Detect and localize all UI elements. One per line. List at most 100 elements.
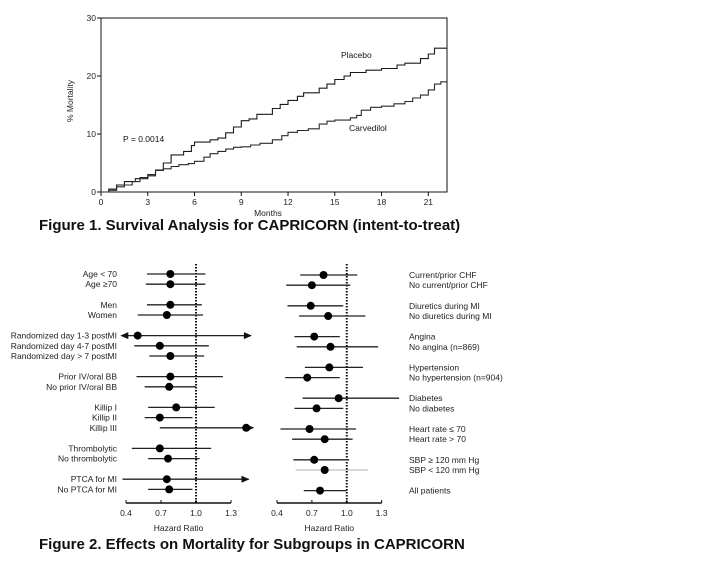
row-label: Killip II <box>92 413 117 423</box>
x-tick-label: 0.4 <box>271 508 283 518</box>
hazard-ratio-point <box>305 425 314 433</box>
row-label: Randomized day > 7 postMI <box>11 351 117 361</box>
row-label: No hypertension (n=904) <box>409 373 503 383</box>
row-label: No prior IV/oral BB <box>46 382 117 392</box>
y-tick-label: 10 <box>87 129 97 139</box>
legend-placebo-label: Placebo <box>341 50 372 60</box>
forest-row: Killip I <box>94 402 215 412</box>
hazard-ratio-point <box>164 454 173 463</box>
forest-row: SBP < 120 mm Hg <box>295 465 480 475</box>
row-label: Angina <box>409 332 436 342</box>
x-axis-label: Hazard Ratio <box>305 523 355 533</box>
hazard-ratio-point <box>320 466 329 474</box>
figure-2-caption: Figure 2. Effects on Mortality for Subgr… <box>39 536 465 553</box>
forest-row: No PTCA for MI <box>57 484 193 494</box>
arrow-right-icon <box>241 475 250 483</box>
hazard-ratio-point <box>165 485 174 494</box>
row-label: Killip III <box>90 423 117 433</box>
forest-row: Thrombolytic <box>68 443 212 453</box>
row-label: SBP ≥ 120 mm Hg <box>409 455 479 465</box>
forest-row: Prior IV/oral BB <box>58 372 223 382</box>
y-axis-label: % Mortality <box>65 79 75 122</box>
forest-row: Diuretics during MI <box>287 301 480 311</box>
forest-row: Randomized day > 7 postMI <box>11 351 205 361</box>
hazard-ratio-point <box>306 301 315 310</box>
row-label: SBP < 120 mm Hg <box>409 465 480 475</box>
forest-row: No diabetes <box>294 403 454 413</box>
row-label: Women <box>88 310 117 320</box>
hazard-ratio-point <box>319 271 328 279</box>
plot-frame <box>100 17 448 193</box>
forest-row: No angina (n=869) <box>296 342 480 352</box>
hazard-ratio-point <box>166 372 175 381</box>
hazard-ratio-point <box>310 332 319 341</box>
forest-row: Killip II <box>92 413 193 423</box>
row-label: No diuretics during MI <box>409 311 492 321</box>
p-value-annotation: P = 0.0014 <box>123 134 164 144</box>
row-label: No PTCA for MI <box>57 484 117 494</box>
x-tick-label: 0.4 <box>120 508 132 518</box>
row-label: Prior IV/oral BB <box>58 372 117 382</box>
x-tick-label: 21 <box>424 197 434 207</box>
hazard-ratio-point <box>166 270 175 278</box>
x-tick-label: 6 <box>192 197 197 207</box>
x-tick-label: 12 <box>283 197 293 207</box>
km-survival-chart: 0 10 20 30 0 3 6 9 12 15 18 21 Months % Mortality P = … <box>65 13 448 218</box>
hazard-ratio-point <box>133 331 142 340</box>
hazard-ratio-point <box>326 342 335 351</box>
row-label: No current/prior CHF <box>409 280 488 290</box>
forest-row: Randomized day 1-3 postMI <box>11 331 252 341</box>
hazard-ratio-point <box>172 403 181 412</box>
forest-row: Men <box>100 300 202 310</box>
hazard-ratio-point <box>162 311 171 319</box>
x-tick-label: 18 <box>377 197 387 207</box>
hazard-ratio-point <box>303 373 312 382</box>
km-curve-placebo <box>101 47 447 193</box>
forest-row: Women <box>88 310 204 320</box>
forest-row: Age < 70 <box>83 269 206 279</box>
x-tick-label: 0 <box>99 197 104 207</box>
row-label: PTCA for MI <box>71 474 117 484</box>
arrow-left-icon <box>120 332 129 340</box>
figure-1-caption: Figure 1. Survival Analysis for CAPRICOR… <box>39 217 461 234</box>
forest-row: No diuretics during MI <box>299 311 492 321</box>
row-label: All patients <box>409 486 451 496</box>
row-label: Randomized day 1-3 postMI <box>11 331 117 341</box>
hazard-ratio-point <box>242 423 251 432</box>
hazard-ratio-point <box>165 382 174 391</box>
row-label: Thrombolytic <box>68 443 117 453</box>
x-axis-label: Hazard Ratio <box>154 523 204 533</box>
hazard-ratio-point <box>155 341 164 350</box>
hazard-ratio-point <box>320 435 329 444</box>
x-tick-label: 15 <box>330 197 340 207</box>
hazard-ratio-point <box>310 455 319 464</box>
forest-row: No thrombolytic <box>58 454 200 464</box>
hazard-ratio-point <box>155 413 164 422</box>
arrow-right-icon <box>243 332 252 340</box>
hazard-ratio-point <box>307 281 316 290</box>
hazard-ratio-point <box>166 280 175 289</box>
y-tick-label: 30 <box>87 13 97 23</box>
forest-row: No current/prior CHF <box>286 280 488 290</box>
row-label: Men <box>100 300 117 310</box>
row-label: Killip I <box>94 402 117 412</box>
row-label: Randomized day 4-7 postMI <box>11 341 117 351</box>
forest-row: Hypertension <box>304 362 459 372</box>
forest-row: Diabetes <box>302 393 443 403</box>
x-tick-label: 0.7 <box>155 508 167 518</box>
hazard-ratio-point <box>162 475 171 484</box>
x-tick-label: 1.3 <box>225 508 237 518</box>
forest-row: Heart rate ≤ 70 <box>280 424 466 434</box>
x-tick-label: 3 <box>145 197 150 207</box>
forest-row: Heart rate > 70 <box>292 434 466 444</box>
row-label: No angina (n=869) <box>409 342 480 352</box>
forest-row: No hypertension (n=904) <box>285 373 503 383</box>
legend-carvedilol-label: Carvedilol <box>349 123 387 133</box>
forest-row: Killip III <box>90 423 255 433</box>
forest-row: Current/prior CHF <box>300 270 477 280</box>
x-tick-label: 1.3 <box>376 508 388 518</box>
row-label: Diuretics during MI <box>409 301 480 311</box>
y-tick-label: 0 <box>91 187 96 197</box>
forest-row: Randomized day 4-7 postMI <box>11 341 209 351</box>
